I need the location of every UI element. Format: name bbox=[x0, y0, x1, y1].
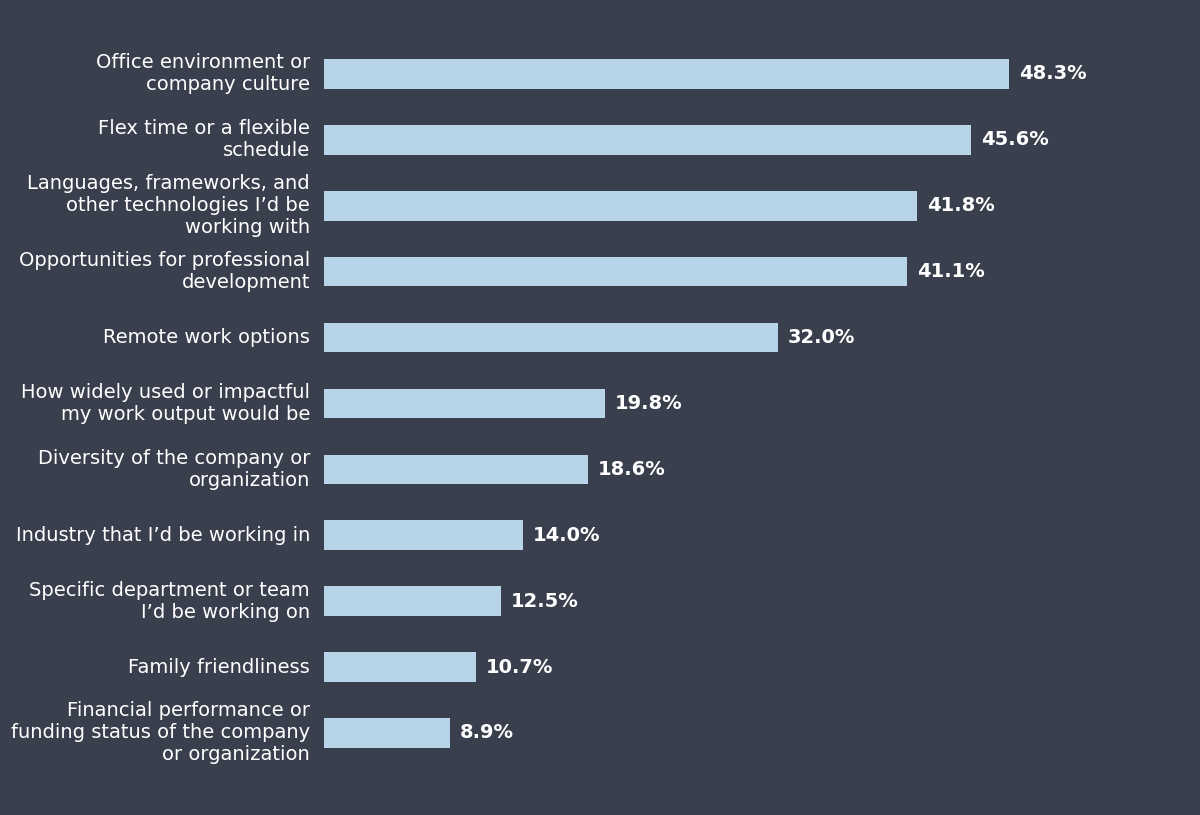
Text: 14.0%: 14.0% bbox=[533, 526, 600, 544]
Bar bbox=[324, 59, 1009, 89]
Text: 19.8%: 19.8% bbox=[614, 394, 683, 413]
Bar bbox=[324, 389, 605, 418]
Text: 48.3%: 48.3% bbox=[1019, 64, 1086, 83]
Bar bbox=[324, 191, 917, 221]
Text: 41.1%: 41.1% bbox=[917, 262, 984, 281]
Text: 18.6%: 18.6% bbox=[598, 460, 666, 479]
Bar bbox=[324, 521, 522, 550]
Bar bbox=[324, 586, 502, 616]
Text: 10.7%: 10.7% bbox=[486, 658, 553, 676]
Bar bbox=[324, 323, 778, 352]
Text: 12.5%: 12.5% bbox=[511, 592, 578, 610]
Text: 32.0%: 32.0% bbox=[787, 328, 856, 347]
Bar bbox=[324, 125, 971, 155]
Bar bbox=[324, 455, 588, 484]
Bar bbox=[324, 718, 450, 748]
Text: 45.6%: 45.6% bbox=[980, 130, 1049, 149]
Bar bbox=[324, 257, 907, 286]
Bar bbox=[324, 652, 475, 682]
Text: 41.8%: 41.8% bbox=[926, 196, 995, 215]
Text: 8.9%: 8.9% bbox=[460, 724, 514, 742]
